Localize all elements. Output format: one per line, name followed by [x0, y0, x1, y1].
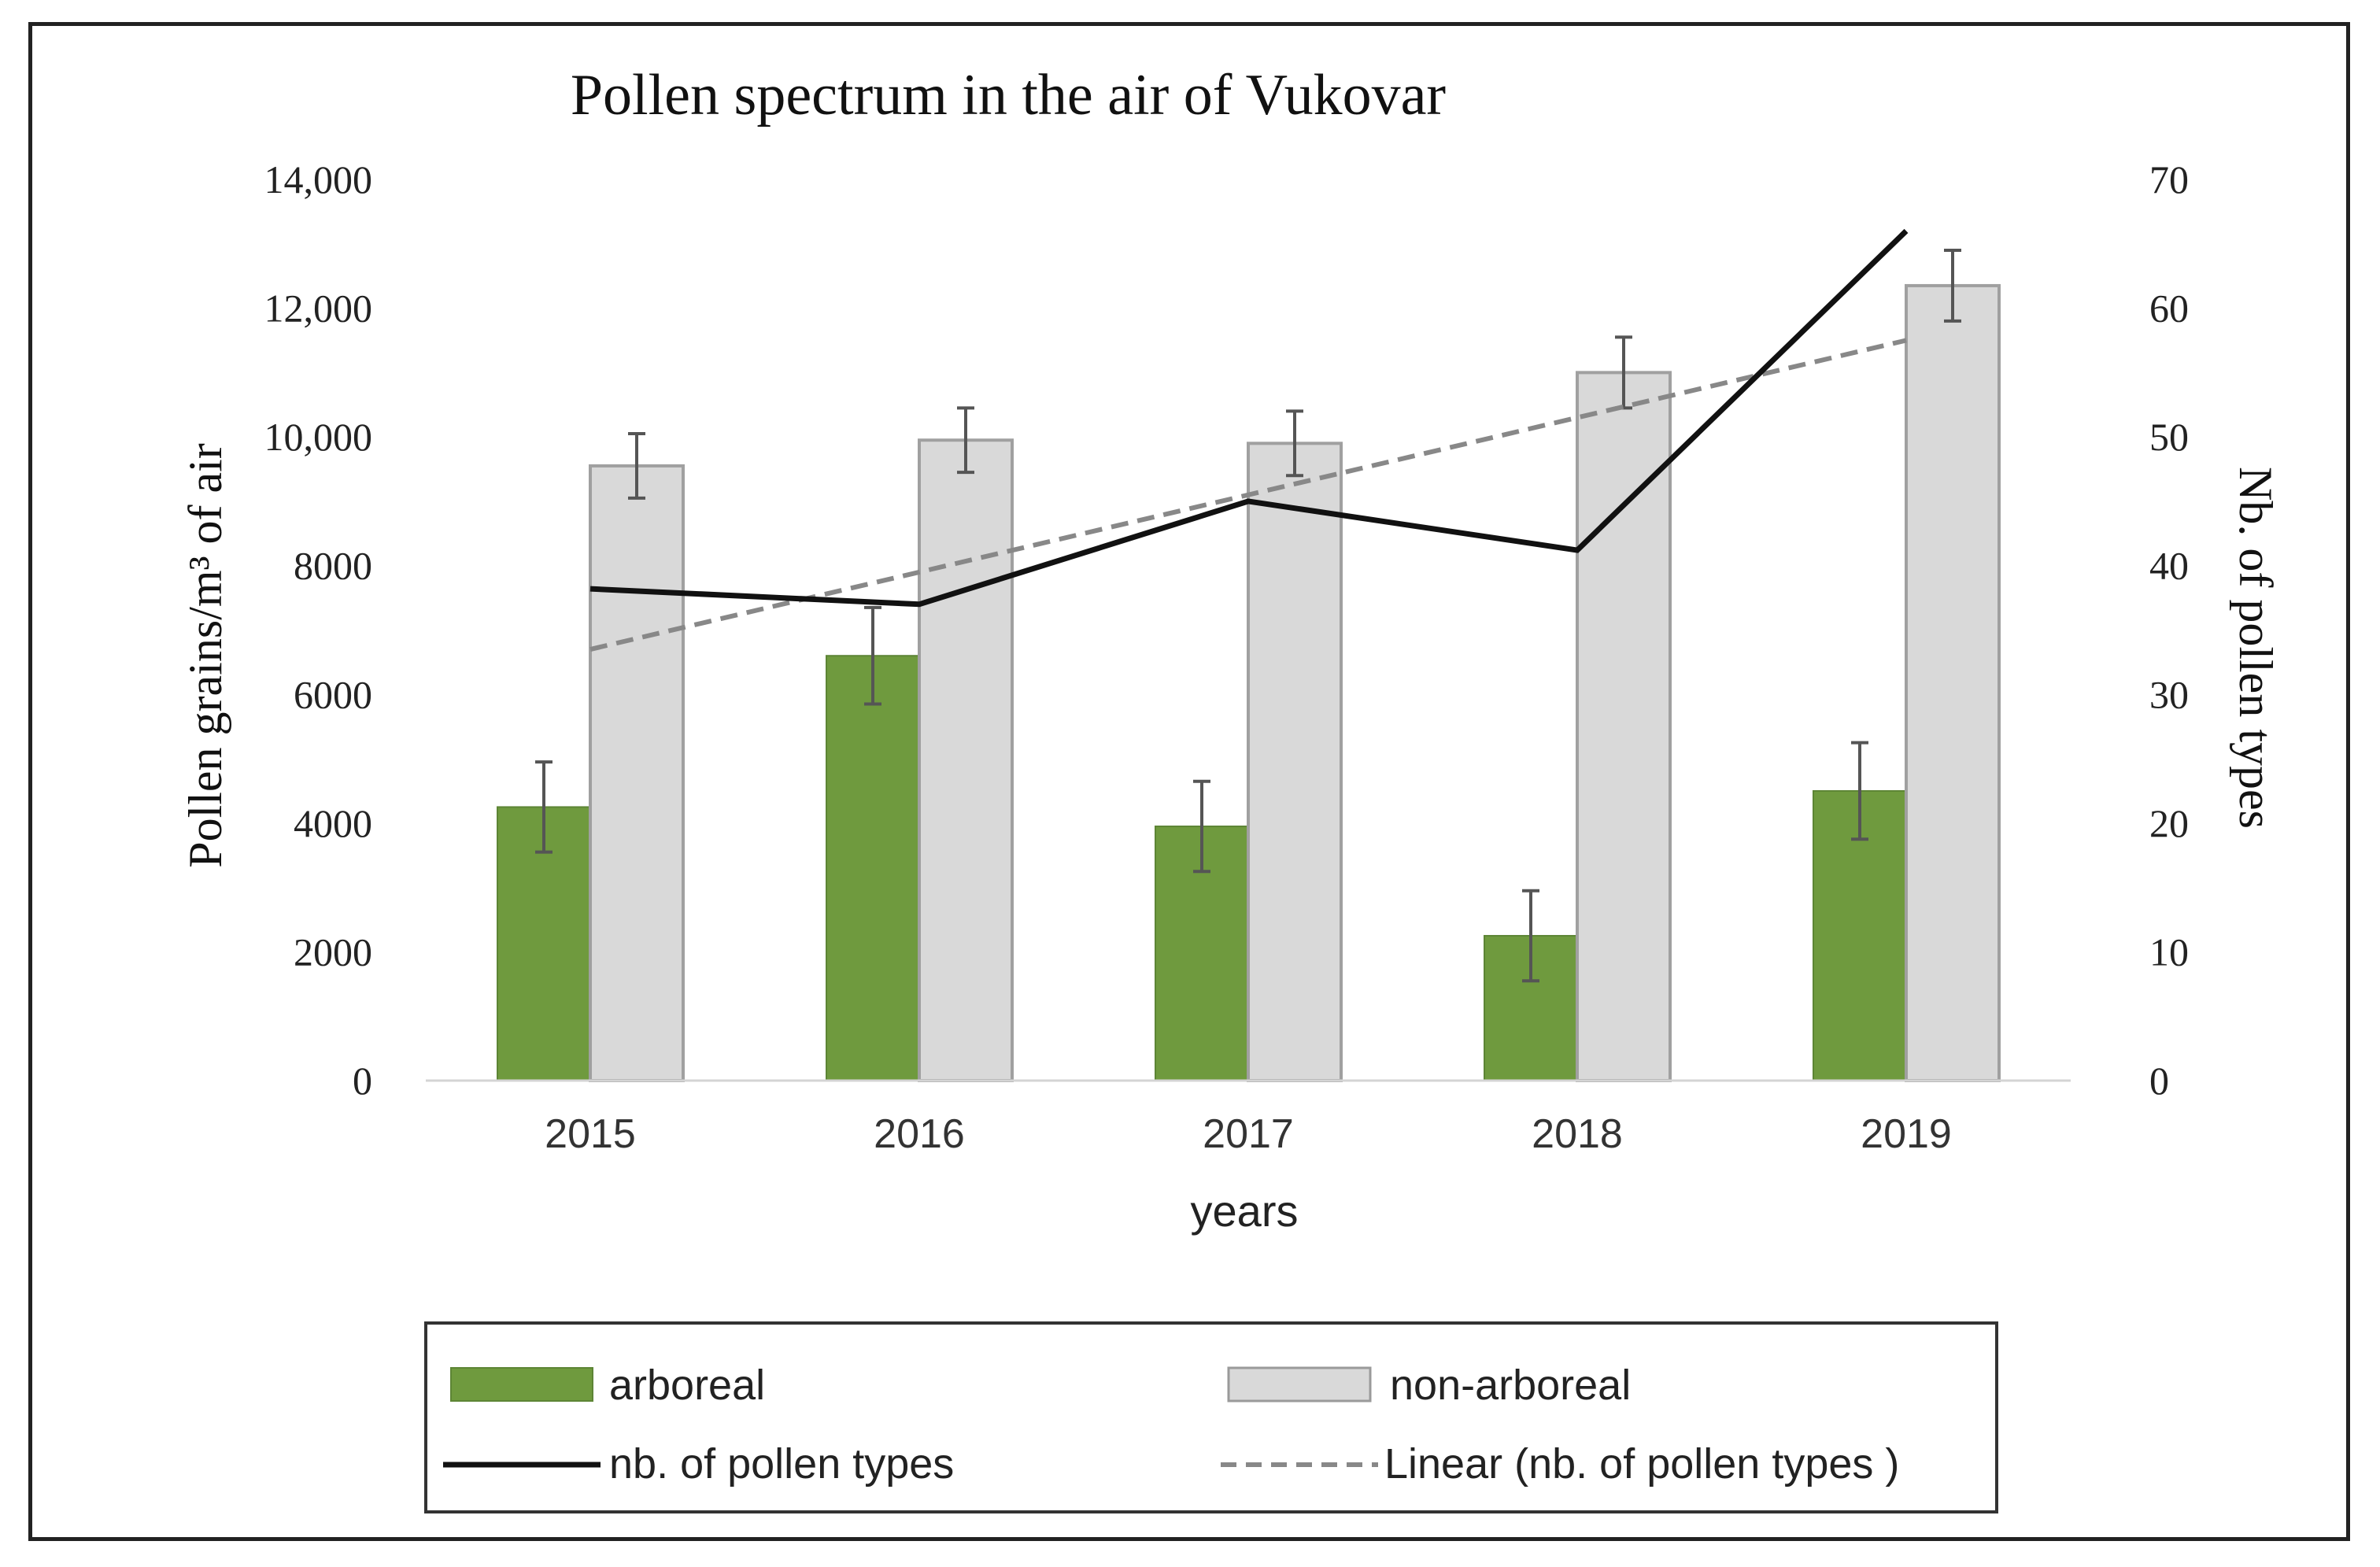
- y-tick-label-left: 0: [353, 1059, 372, 1103]
- error-bar-arboreal: [1193, 779, 1210, 874]
- legend-box: [424, 1321, 1998, 1513]
- legend-label-non-arboreal: non-arboreal: [1390, 1362, 1631, 1409]
- legend-swatch-non-arboreal: [1227, 1366, 1372, 1403]
- legend-label-trend: Linear (nb. of pollen types ): [1384, 1440, 1899, 1488]
- y-tick-label-left: 8000: [294, 544, 372, 588]
- bar-non-arboreal: [1576, 371, 1672, 1083]
- error-bar-arboreal: [535, 760, 552, 854]
- x-tick-label: 2016: [874, 1111, 965, 1157]
- chart-svg: Pollen spectrum in the air of Vukovar 0 2…: [179, 63, 2282, 1513]
- legend-label-arboreal: arboreal: [609, 1362, 765, 1409]
- y-tick-label-right: 60: [2149, 286, 2189, 331]
- x-tick-label: 2019: [1861, 1111, 1952, 1157]
- y-tick-label-left: 4000: [294, 801, 372, 845]
- error-bar-non-arboreal: [1944, 248, 1961, 323]
- x-tick-label: 2015: [545, 1111, 636, 1157]
- y-tick-label-right: 70: [2149, 157, 2189, 201]
- x-axis-title: years: [1191, 1186, 1299, 1236]
- line-series-pollen-types: [589, 228, 1909, 608]
- bar-non-arboreal: [918, 438, 1014, 1082]
- error-bar-non-arboreal: [628, 432, 645, 500]
- plot-layer: 0 2000 4000 6000 8000 10,000 12,000 14,000 0 10 20…: [264, 157, 2190, 1157]
- error-bar-arboreal: [1851, 741, 1868, 841]
- y-tick-label-right: 10: [2149, 929, 2189, 974]
- error-bar-non-arboreal: [1286, 409, 1303, 478]
- x-tick-label: 2017: [1203, 1111, 1294, 1157]
- y-tick-label-left: 6000: [294, 672, 372, 716]
- y-tick-label-left: 12,000: [264, 286, 373, 331]
- y-tick-label-left: 2000: [294, 929, 372, 974]
- bar-non-arboreal: [1905, 283, 2001, 1083]
- y-tick-label-left: 10,000: [264, 415, 373, 459]
- x-tick-label: 2018: [1532, 1111, 1623, 1157]
- chart-frame: Pollen spectrum in the air of Vukovar 0 2…: [28, 22, 2350, 1541]
- y-tick-label-right: 40: [2149, 544, 2189, 588]
- y-tick-label-right: 0: [2149, 1059, 2169, 1103]
- y-tick-label-right: 50: [2149, 415, 2189, 459]
- y-axis-title-left: Pollen grains/m³ of air: [179, 443, 231, 868]
- y-tick-label-right: 30: [2149, 672, 2189, 716]
- legend: arboreal non-arboreal nb. of pollen type…: [424, 1321, 1998, 1513]
- bar-non-arboreal: [589, 464, 685, 1082]
- error-bar-arboreal: [1522, 889, 1539, 983]
- bar-non-arboreal: [1247, 442, 1343, 1082]
- legend-swatch-arboreal: [450, 1367, 593, 1402]
- chart-title: Pollen spectrum in the air of Vukovar: [571, 63, 1446, 128]
- y-tick-label-right: 20: [2149, 801, 2189, 845]
- error-bar-non-arboreal: [957, 406, 974, 475]
- legend-label-line: nb. of pollen types: [609, 1440, 954, 1488]
- bar-arboreal: [826, 655, 920, 1081]
- y-axis-title-right: Nb. of pollen types: [2230, 467, 2282, 829]
- error-bar-arboreal: [864, 605, 881, 706]
- y-tick-label-left: 14,000: [264, 157, 373, 201]
